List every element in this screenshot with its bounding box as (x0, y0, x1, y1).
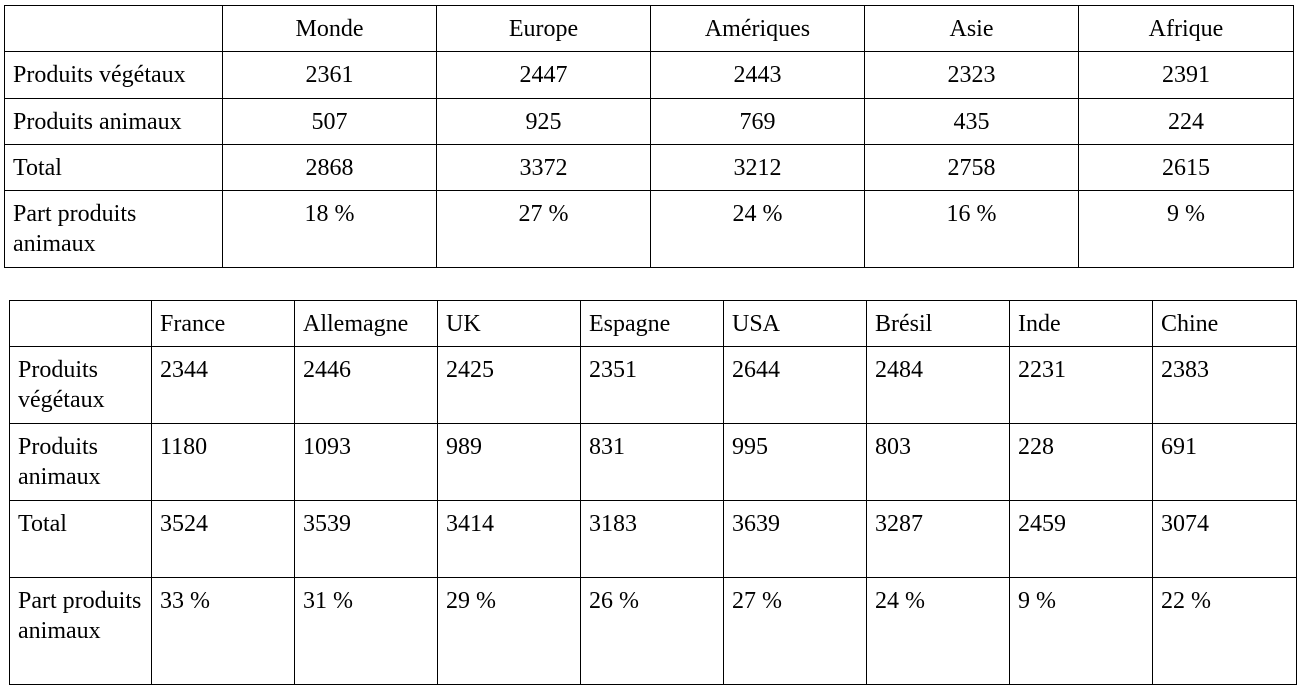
table-row-total: Total 3524 3539 3414 3183 3639 3287 2459 3074 (9, 500, 1297, 578)
cell-europe: 925 (436, 98, 651, 145)
cell-france: 1180 (151, 423, 295, 501)
table-row-produits-animaux: Produits animaux 507 925 769 435 224 (4, 98, 1294, 145)
row-label: Part produits animaux (4, 190, 223, 268)
column-header-monde: Monde (222, 5, 437, 52)
cell-afrique: 2391 (1078, 51, 1294, 99)
header-row: France Allemagne UK Espagne USA Brésil Inde Chi… (9, 300, 1297, 347)
column-header-espagne: Espagne (580, 300, 724, 347)
row-label: Part produits animaux (9, 577, 152, 685)
cell-asie: 2758 (864, 144, 1079, 191)
cell-espagne: 3183 (580, 500, 724, 578)
row-label: Total (9, 500, 152, 578)
cell-usa: 3639 (723, 500, 867, 578)
cell-allemagne: 31 % (294, 577, 438, 685)
cell-france: 33 % (151, 577, 295, 685)
countries-table: France Allemagne UK Espagne USA Brésil Inde Chi… (9, 300, 1297, 685)
cell-bresil: 803 (866, 423, 1010, 501)
cell-espagne: 26 % (580, 577, 724, 685)
cell-uk: 3414 (437, 500, 581, 578)
cell-chine: 22 % (1152, 577, 1297, 685)
table-row-part-produits-animaux: Part produits animaux 33 % 31 % 29 % 26 % 27 … (9, 577, 1297, 685)
cell-allemagne: 2446 (294, 346, 438, 424)
cell-chine: 3074 (1152, 500, 1297, 578)
row-label: Produits végétaux (4, 51, 223, 99)
cell-chine: 2383 (1152, 346, 1297, 424)
cell-europe: 3372 (436, 144, 651, 191)
cell-uk: 2425 (437, 346, 581, 424)
column-header-bresil: Brésil (866, 300, 1010, 347)
cell-afrique: 9 % (1078, 190, 1294, 268)
cell-europe: 2447 (436, 51, 651, 99)
regions-table: Monde Europe Amériques Asie Afrique Produits … (4, 5, 1294, 268)
cell-bresil: 2484 (866, 346, 1010, 424)
cell-usa: 995 (723, 423, 867, 501)
row-label: Produits végétaux (9, 346, 152, 424)
cell-ameriques: 2443 (650, 51, 865, 99)
cell-france: 3524 (151, 500, 295, 578)
cell-asie: 16 % (864, 190, 1079, 268)
cell-inde: 9 % (1009, 577, 1153, 685)
cell-monde: 507 (222, 98, 437, 145)
table-row-produits-vegetaux: Produits végétaux 2344 2446 2425 2351 2644 248… (9, 346, 1297, 424)
column-header-chine: Chine (1152, 300, 1297, 347)
column-header-allemagne: Allemagne (294, 300, 438, 347)
cell-bresil: 24 % (866, 577, 1010, 685)
cell-espagne: 831 (580, 423, 724, 501)
cell-monde: 2868 (222, 144, 437, 191)
cell-ameriques: 24 % (650, 190, 865, 268)
cell-ameriques: 769 (650, 98, 865, 145)
cell-allemagne: 3539 (294, 500, 438, 578)
table-row-produits-vegetaux: Produits végétaux 2361 2447 2443 2323 2391 (4, 51, 1294, 99)
column-header-usa: USA (723, 300, 867, 347)
cell-afrique: 2615 (1078, 144, 1294, 191)
cell-bresil: 3287 (866, 500, 1010, 578)
cell-europe: 27 % (436, 190, 651, 268)
cell-monde: 2361 (222, 51, 437, 99)
cell-ameriques: 3212 (650, 144, 865, 191)
row-label: Total (4, 144, 223, 191)
cell-asie: 2323 (864, 51, 1079, 99)
header-row: Monde Europe Amériques Asie Afrique (4, 5, 1294, 52)
cell-usa: 27 % (723, 577, 867, 685)
cell-inde: 2459 (1009, 500, 1153, 578)
cell-monde: 18 % (222, 190, 437, 268)
header-corner-cell (9, 300, 152, 347)
cell-chine: 691 (1152, 423, 1297, 501)
cell-inde: 228 (1009, 423, 1153, 501)
column-header-inde: Inde (1009, 300, 1153, 347)
row-label: Produits animaux (9, 423, 152, 501)
table-row-part-produits-animaux: Part produits animaux 18 % 27 % 24 % 16 % 9 % (4, 190, 1294, 268)
cell-inde: 2231 (1009, 346, 1153, 424)
cell-asie: 435 (864, 98, 1079, 145)
column-header-uk: UK (437, 300, 581, 347)
row-label: Produits animaux (4, 98, 223, 145)
cell-uk: 989 (437, 423, 581, 501)
column-header-asie: Asie (864, 5, 1079, 52)
column-header-france: France (151, 300, 295, 347)
header-corner-cell (4, 5, 223, 52)
table-row-produits-animaux: Produits animaux 1180 1093 989 831 995 803 228 6… (9, 423, 1297, 501)
table-row-total: Total 2868 3372 3212 2758 2615 (4, 144, 1294, 191)
column-header-ameriques: Amériques (650, 5, 865, 52)
cell-allemagne: 1093 (294, 423, 438, 501)
cell-france: 2344 (151, 346, 295, 424)
column-header-europe: Europe (436, 5, 651, 52)
cell-espagne: 2351 (580, 346, 724, 424)
cell-afrique: 224 (1078, 98, 1294, 145)
cell-usa: 2644 (723, 346, 867, 424)
column-header-afrique: Afrique (1078, 5, 1294, 52)
cell-uk: 29 % (437, 577, 581, 685)
